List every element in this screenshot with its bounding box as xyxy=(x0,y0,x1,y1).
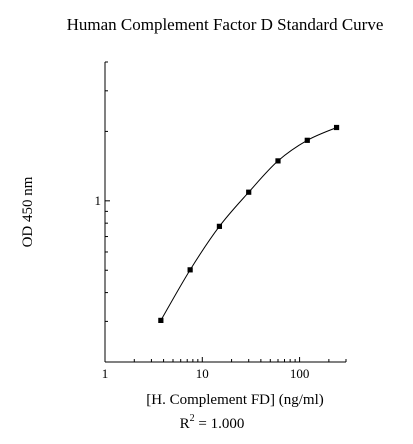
plot-area: 1 10 100 1 xyxy=(95,61,347,381)
x-tick-label: 1 xyxy=(102,366,109,381)
r-squared-annotation: R2 = 1.000 xyxy=(180,413,245,432)
y-axis-label: OD 450 nm xyxy=(20,176,36,247)
r-squared-base: R xyxy=(180,416,190,432)
data-point xyxy=(187,267,193,273)
r-squared-superscript: 2 xyxy=(190,413,195,424)
r-squared-value: = 1.000 xyxy=(195,416,245,432)
x-tick-label: 10 xyxy=(196,366,209,381)
y-tick-label: 1 xyxy=(95,193,102,208)
chart-title: Human Complement Factor D Standard Curve xyxy=(67,15,384,34)
data-point xyxy=(158,317,164,323)
data-point xyxy=(304,137,310,143)
x-tick-label: 100 xyxy=(290,366,310,381)
x-axis-label: [H. Complement FD] (ng/ml) xyxy=(146,392,323,408)
x-ticks: 1 10 100 xyxy=(102,357,347,381)
data-point xyxy=(216,223,223,229)
fit-curve xyxy=(160,127,337,321)
data-point xyxy=(246,189,252,195)
data-point xyxy=(275,158,281,164)
y-ticks: 1 xyxy=(95,61,110,363)
data-point xyxy=(333,124,340,131)
data-points xyxy=(158,124,340,323)
